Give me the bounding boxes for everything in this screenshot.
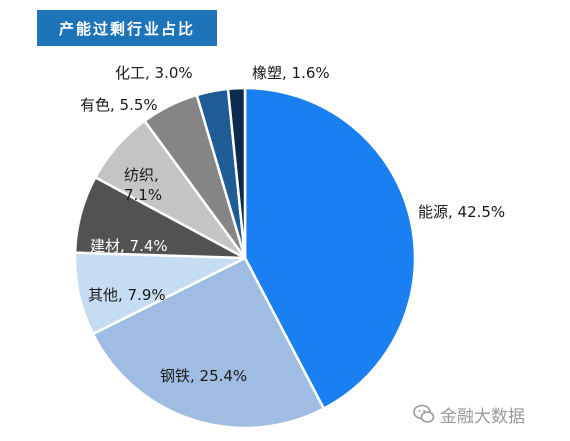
pie-slice-能源 bbox=[243, 86, 417, 411]
watermark: 金融大数据 bbox=[412, 394, 525, 434]
data-label-钢铁: 钢铁, 25.4% bbox=[160, 367, 247, 385]
data-label-纺织: 纺织, 7.1% bbox=[124, 166, 162, 204]
chart-title: 产能过剩行业占比 bbox=[37, 10, 217, 46]
data-label-能源: 能源, 42.5% bbox=[418, 203, 505, 221]
pie-slice-橡塑 bbox=[226, 86, 247, 259]
watermark-text: 金融大数据 bbox=[440, 406, 525, 427]
pie-slice-钢铁 bbox=[91, 256, 326, 430]
data-label-其他: 其他, 7.9% bbox=[88, 286, 166, 304]
data-label-建材: 建材, 7.4% bbox=[90, 237, 168, 255]
data-label-有色: 有色, 5.5% bbox=[80, 96, 158, 114]
data-label-橡塑: 橡塑, 1.6% bbox=[252, 64, 330, 82]
data-label-化工: 化工, 3.0% bbox=[115, 64, 193, 82]
wechat-icon bbox=[413, 404, 435, 423]
